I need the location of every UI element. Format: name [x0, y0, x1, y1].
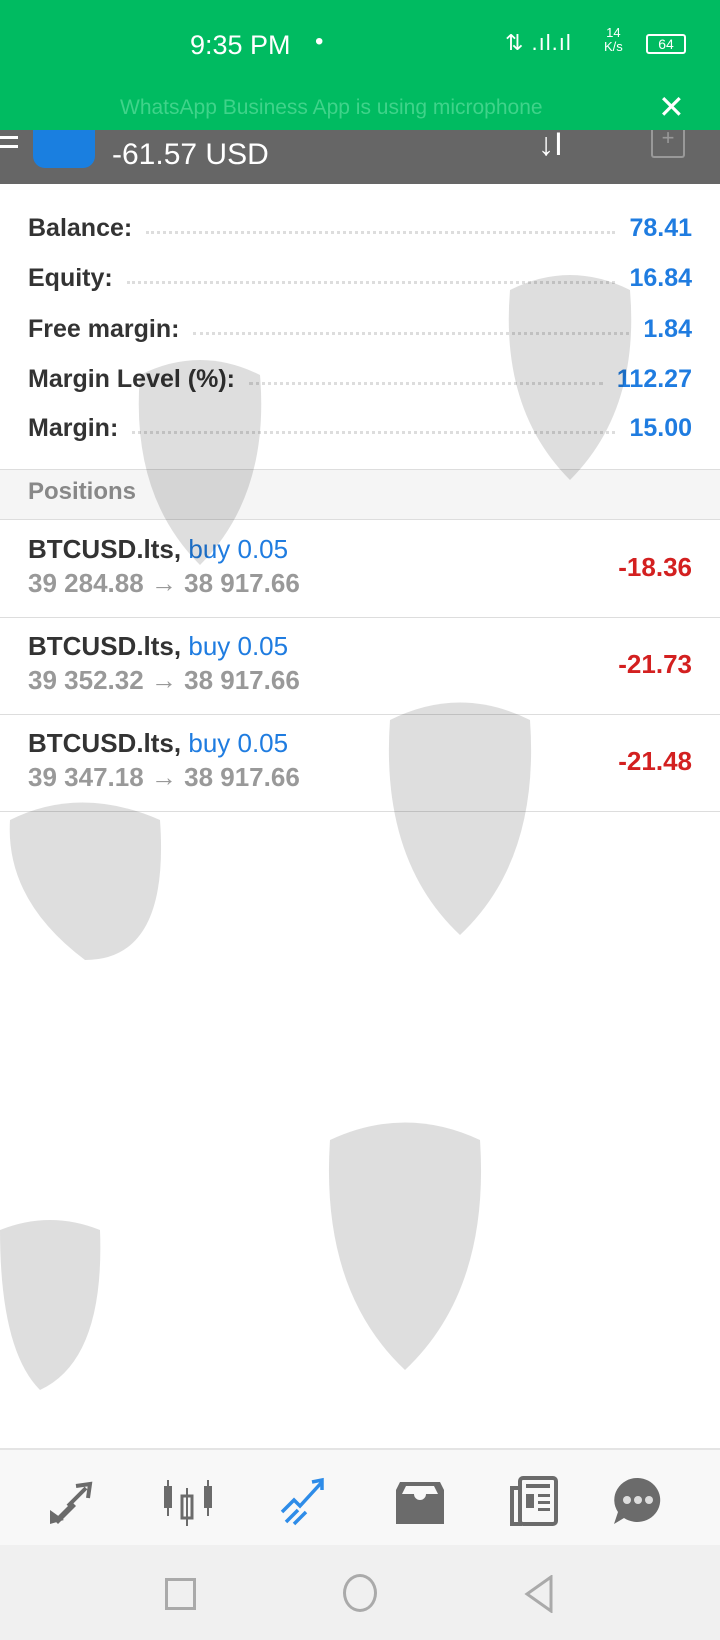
position-side: buy 0.05 — [188, 728, 289, 758]
account-row: Margin Level (%): 112.27 — [28, 361, 692, 397]
chart-icon[interactable] — [162, 1476, 214, 1528]
position-side: buy 0.05 — [188, 534, 289, 564]
back-button[interactable] — [524, 1575, 554, 1613]
recents-button[interactable] — [165, 1578, 196, 1610]
account-row: Margin: 15.00 — [28, 410, 692, 446]
account-value: 16.84 — [629, 263, 692, 292]
account-value: 112.27 — [616, 364, 692, 393]
status-bar: 9:35 PM • ⇅ .ıl.ıl 14 K/s 64 WhatsApp Bus… — [0, 0, 720, 130]
divider — [0, 469, 720, 470]
network-speed: 14 K/s — [604, 25, 623, 54]
trade-icon[interactable] — [278, 1476, 330, 1528]
account-label: Equity: — [28, 263, 113, 292]
position-side: buy 0.05 — [188, 631, 289, 661]
position-profit: -18.36 — [618, 552, 692, 582]
dotted-leader — [146, 230, 616, 234]
quotes-icon[interactable] — [46, 1476, 98, 1528]
position-profit: -21.48 — [618, 746, 692, 776]
divider — [0, 519, 720, 520]
account-value: 15.00 — [629, 413, 692, 442]
dotted-leader — [193, 331, 630, 335]
account-row: Free margin: 1.84 — [28, 311, 692, 347]
battery-icon: 64 — [646, 34, 686, 54]
position-prices: 39 352.32 → 38 917.66 — [28, 665, 300, 695]
clock: 9:35 PM — [190, 30, 291, 60]
position-prices: 39 284.88 → 38 917.66 — [28, 568, 300, 598]
account-label: Balance: — [28, 213, 133, 242]
divider — [0, 811, 720, 812]
bottom-nav — [0, 1448, 720, 1545]
chat-icon[interactable] — [612, 1476, 664, 1528]
close-icon[interactable]: ✕ — [658, 89, 685, 125]
dotted-leader — [126, 280, 616, 284]
notification-dot: • — [315, 28, 324, 55]
app-header: -61.57 USD ↓I + — [0, 126, 720, 184]
add-order-icon[interactable]: + — [651, 127, 685, 158]
history-icon[interactable] — [394, 1476, 446, 1528]
position-row[interactable]: BTCUSD.lts, buy 0.05 39 347.18 → 38 917.6… — [0, 714, 720, 811]
account-label: Margin: — [28, 413, 119, 442]
position-profit: -21.73 — [618, 649, 692, 679]
account-value: 1.84 — [643, 314, 692, 343]
position-row[interactable]: BTCUSD.lts, buy 0.05 39 352.32 → 38 917.6… — [0, 617, 720, 714]
news-icon[interactable] — [508, 1476, 560, 1528]
floating-profit: -61.57 USD — [112, 138, 269, 171]
divider — [0, 617, 720, 618]
position-symbol: BTCUSD.lts, — [28, 728, 182, 758]
position-row[interactable]: BTCUSD.lts, buy 0.05 39 284.88 → 38 917.6… — [0, 520, 720, 617]
position-symbol: BTCUSD.lts, — [28, 534, 182, 564]
divider — [0, 714, 720, 715]
position-prices: 39 347.18 → 38 917.66 — [28, 762, 300, 792]
account-label: Free margin: — [28, 314, 180, 343]
account-row: Equity: 16.84 — [28, 260, 692, 296]
position-symbol: BTCUSD.lts, — [28, 631, 182, 661]
account-row: Balance: 78.41 — [28, 210, 692, 246]
home-button[interactable] — [343, 1574, 377, 1612]
app-logo — [33, 130, 95, 168]
dotted-leader — [132, 430, 616, 434]
account-label: Margin Level (%): — [28, 364, 235, 393]
system-nav-bar — [0, 1545, 720, 1640]
positions-header: Positions — [0, 470, 720, 519]
signal-icon: ⇅ .ıl.ıl — [505, 30, 572, 55]
menu-icon[interactable] — [0, 136, 18, 148]
sort-icon[interactable]: ↓I — [538, 126, 563, 162]
account-value: 78.41 — [629, 213, 692, 242]
mic-notice[interactable]: WhatsApp Business App is using microphon… — [120, 96, 543, 119]
dotted-leader — [248, 381, 603, 385]
